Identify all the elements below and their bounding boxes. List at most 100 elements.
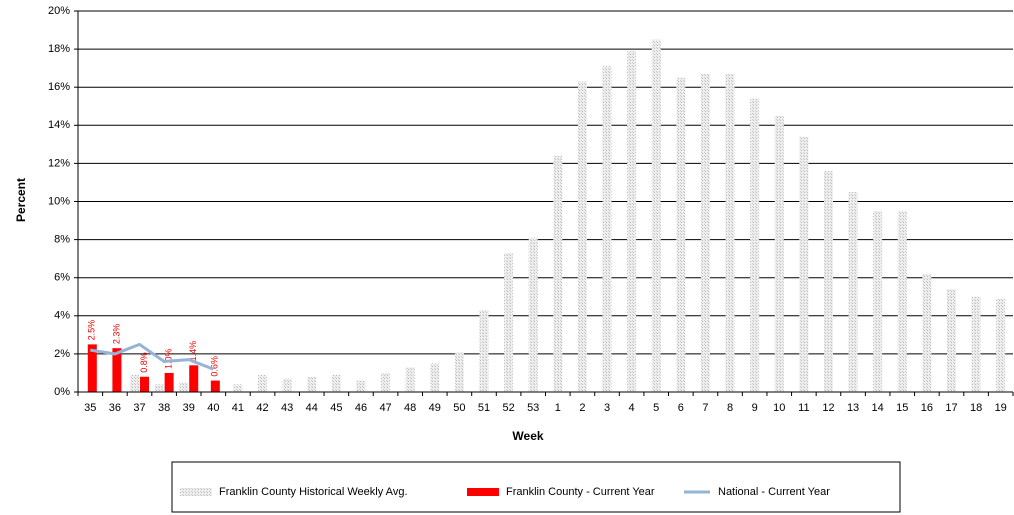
bar bbox=[823, 171, 833, 392]
x-tick-label: 17 bbox=[945, 402, 957, 414]
bar bbox=[233, 384, 243, 392]
x-tick-label: 2 bbox=[579, 402, 585, 414]
bar bbox=[971, 296, 981, 392]
bar bbox=[996, 298, 1006, 392]
bar bbox=[179, 382, 189, 392]
bar bbox=[112, 348, 122, 392]
bar bbox=[356, 380, 366, 392]
y-tick-label: 8% bbox=[54, 234, 70, 246]
bar bbox=[140, 376, 150, 392]
line bbox=[90, 342, 214, 371]
x-tick-label: 5 bbox=[653, 402, 659, 414]
x-tick-label: 8 bbox=[727, 402, 733, 414]
bar bbox=[258, 374, 268, 392]
data-label: 0.8% bbox=[139, 352, 149, 373]
bar bbox=[528, 237, 538, 392]
x-tick-label: 49 bbox=[429, 402, 441, 414]
bar bbox=[504, 252, 514, 392]
bar bbox=[577, 81, 587, 393]
data-label: 2.3% bbox=[111, 324, 121, 345]
x-tick-label: 40 bbox=[207, 402, 219, 414]
bar bbox=[164, 372, 174, 392]
bar bbox=[848, 191, 858, 392]
bar bbox=[282, 378, 292, 392]
x-tick-label: 48 bbox=[404, 402, 416, 414]
x-tick-label: 7 bbox=[702, 402, 708, 414]
bar bbox=[700, 73, 710, 393]
x-tick-label: 11 bbox=[798, 402, 809, 414]
x-tick-label: 13 bbox=[847, 402, 859, 414]
bar bbox=[651, 39, 661, 392]
x-tick-label: 41 bbox=[232, 402, 244, 414]
bar bbox=[922, 273, 932, 392]
x-tick-label: 15 bbox=[896, 402, 908, 414]
bar bbox=[553, 155, 563, 392]
data-label: 2.5% bbox=[87, 320, 97, 341]
bar bbox=[430, 363, 440, 392]
x-tick-label: 18 bbox=[970, 402, 982, 414]
x-tick-label: 9 bbox=[752, 402, 758, 414]
x-tick-label: 19 bbox=[995, 402, 1007, 414]
bar bbox=[750, 98, 760, 392]
x-tick-label: 52 bbox=[502, 402, 514, 414]
x-tick-label: 50 bbox=[453, 402, 465, 414]
x-tick-label: 16 bbox=[921, 402, 933, 414]
bar bbox=[454, 351, 464, 392]
x-tick-label: 53 bbox=[527, 402, 539, 414]
bar bbox=[897, 211, 907, 392]
x-axis-title: Week bbox=[512, 429, 543, 443]
bar bbox=[946, 289, 956, 392]
x-tick-label: 3 bbox=[604, 402, 610, 414]
bar bbox=[676, 77, 686, 393]
x-tick-label: 39 bbox=[183, 402, 195, 414]
y-tick-label: 12% bbox=[48, 157, 70, 169]
y-tick-label: 20% bbox=[48, 5, 70, 17]
x-tick-label: 6 bbox=[678, 402, 684, 414]
y-tick-label: 18% bbox=[48, 43, 70, 55]
x-tick-label: 36 bbox=[109, 402, 121, 414]
legend-box bbox=[171, 461, 901, 513]
x-tick-label: 51 bbox=[478, 402, 490, 414]
bar bbox=[405, 367, 415, 392]
bar bbox=[307, 376, 317, 392]
legend-swatch bbox=[467, 488, 499, 496]
y-tick-label: 2% bbox=[54, 348, 70, 360]
bar bbox=[189, 365, 199, 392]
y-axis-title: Percent bbox=[14, 178, 28, 222]
x-tick-label: 43 bbox=[281, 402, 293, 414]
y-tick-label: 14% bbox=[48, 119, 70, 131]
x-tick-label: 12 bbox=[822, 402, 834, 414]
x-tick-label: 38 bbox=[158, 402, 170, 414]
legend-swatch bbox=[180, 488, 212, 496]
bar bbox=[154, 384, 164, 392]
y-tick-label: 4% bbox=[54, 310, 70, 322]
bar bbox=[381, 372, 391, 392]
x-tick-label: 44 bbox=[306, 402, 318, 414]
bar bbox=[210, 380, 220, 392]
x-tick-label: 37 bbox=[133, 402, 145, 414]
data-label: 1.4% bbox=[188, 341, 198, 362]
bar bbox=[725, 73, 735, 393]
bar bbox=[627, 51, 637, 392]
y-tick-label: 10% bbox=[48, 195, 70, 207]
x-tick-label: 14 bbox=[872, 402, 884, 414]
legend-label: Franklin County Historical Weekly Avg. bbox=[219, 486, 408, 498]
bar bbox=[602, 66, 612, 393]
data-label: 1.0% bbox=[163, 348, 173, 369]
x-tick-label: 42 bbox=[256, 402, 268, 414]
y-tick-label: 16% bbox=[48, 81, 70, 93]
bar bbox=[799, 136, 809, 392]
x-tick-label: 45 bbox=[330, 402, 342, 414]
x-tick-label: 35 bbox=[84, 402, 96, 414]
bar bbox=[130, 374, 140, 392]
bar bbox=[774, 115, 784, 393]
x-tick-label: 1 bbox=[555, 402, 561, 414]
bar bbox=[479, 310, 489, 392]
x-tick-label: 47 bbox=[379, 402, 391, 414]
bar bbox=[331, 374, 341, 392]
y-tick-label: 0% bbox=[54, 386, 70, 398]
bar bbox=[87, 344, 97, 392]
legend-label: National - Current Year bbox=[718, 486, 830, 498]
x-tick-label: 4 bbox=[629, 402, 635, 414]
